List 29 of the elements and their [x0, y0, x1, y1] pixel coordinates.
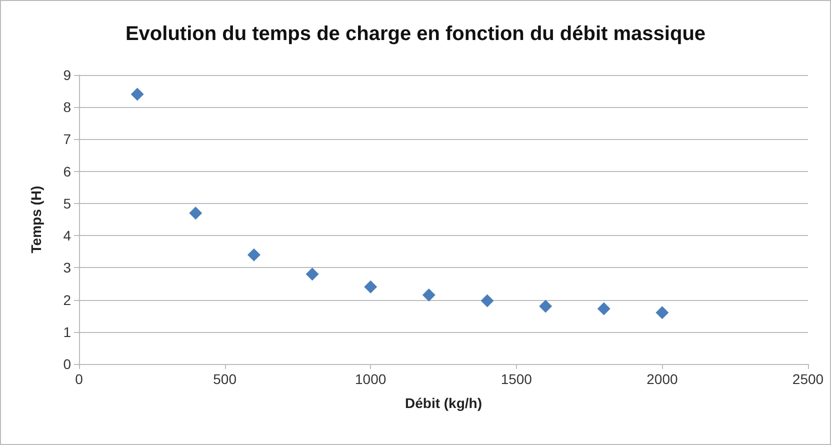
x-tick-label: 1500 [500, 371, 532, 387]
y-tick-label: 4 [63, 228, 72, 244]
y-tick-label: 8 [63, 99, 72, 116]
y-tick-label: 1 [63, 324, 72, 340]
y-tick-label: 2 [63, 292, 72, 308]
point [656, 306, 669, 320]
point [189, 206, 202, 220]
x-axis-title: Débit (kg/h) [405, 395, 482, 411]
point [130, 88, 144, 101]
y-tick-label: 0 [63, 356, 72, 372]
point [247, 248, 260, 262]
x-tick-label: 500 [213, 371, 237, 387]
y-axis-title: Temps (H) [28, 186, 44, 254]
y-tick-label: 6 [63, 163, 72, 180]
point [539, 300, 552, 313]
chart-title: Evolution du temps de charge en fonction du débit massique [125, 23, 706, 45]
point [422, 288, 436, 302]
y-tick-label: 9 [63, 67, 72, 83]
point [306, 268, 319, 281]
x-tick-label: 1000 [355, 371, 386, 387]
point [480, 294, 494, 308]
point [597, 302, 610, 316]
x-tick-label: 0 [75, 371, 84, 387]
y-tick-label: 3 [63, 260, 72, 276]
y-tick-label: 7 [63, 131, 72, 148]
y-tick-label: 5 [63, 195, 72, 212]
x-tick-label: 2500 [792, 371, 824, 387]
point [364, 280, 378, 294]
x-tick-label: 2000 [646, 371, 678, 387]
